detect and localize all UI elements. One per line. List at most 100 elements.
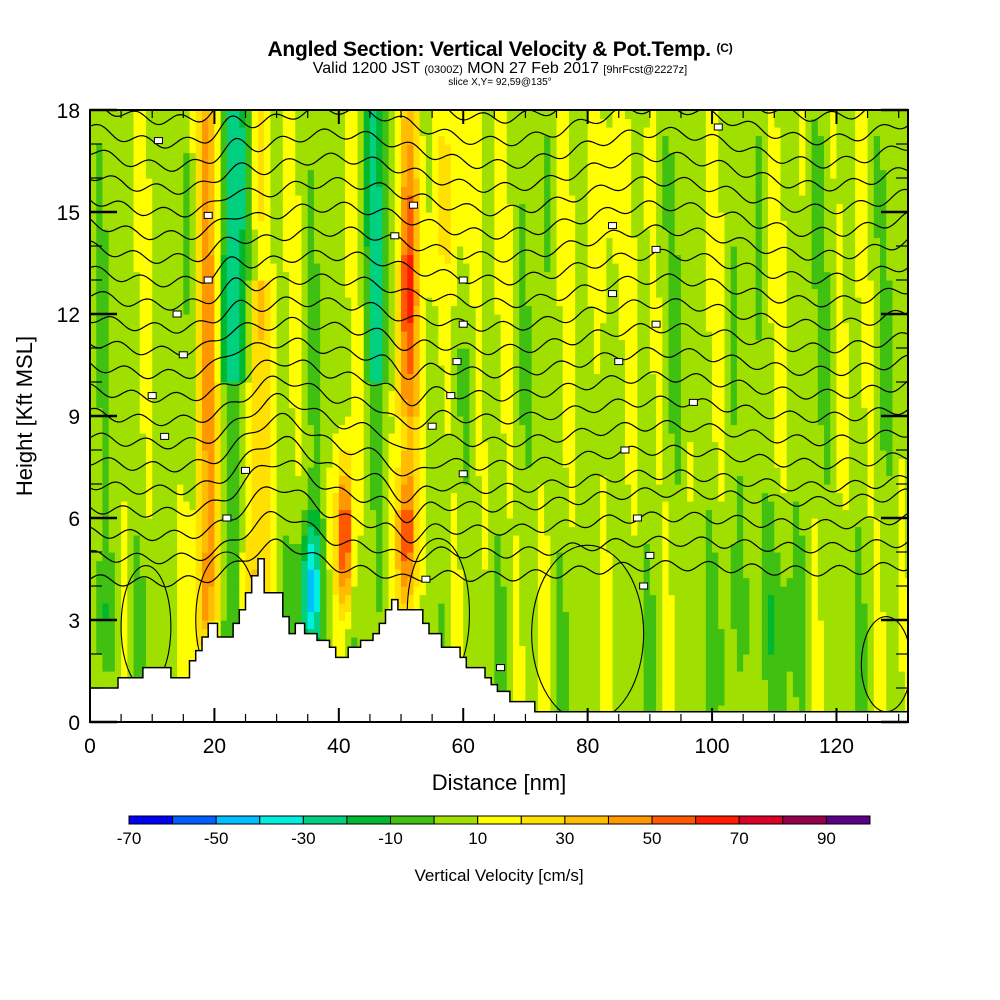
field-cell [345,118,352,128]
field-cell [457,390,464,400]
field-cell [481,390,489,400]
field-cell [506,169,514,179]
field-cell [127,229,135,239]
field-cell [245,127,253,137]
field-cell [208,169,216,179]
field-cell [276,246,284,256]
field-cell [289,169,296,179]
field-cell [239,161,247,171]
field-cell [475,552,483,562]
field-cell [313,305,321,315]
field-cell [139,637,147,647]
field-cell [450,246,458,256]
field-cell [407,127,415,137]
field-cell [127,365,135,375]
field-cell [313,416,321,426]
field-cell [376,458,383,468]
field-cell [170,518,178,528]
field-cell [432,586,439,596]
field-cell [158,399,166,409]
field-cell [201,322,209,332]
field-cell [289,407,296,417]
field-cell [413,484,421,494]
field-cell [401,297,408,307]
field-cell [345,135,352,145]
field-cell [351,535,359,545]
field-cell [233,382,240,392]
field-cell [295,611,303,621]
field-cell [270,297,278,307]
field-cell [382,467,390,477]
field-cell [307,407,315,417]
field-cell [139,433,147,443]
field-cell [295,135,303,145]
field-cell [282,433,290,443]
field-cell [177,603,184,613]
field-cell [488,399,495,409]
field-cell [425,212,433,222]
field-cell [401,305,408,315]
field-cell [481,203,489,213]
field-cell [369,220,377,230]
field-cell [195,178,203,188]
field-cell [394,118,402,128]
field-cell [425,492,433,502]
field-cell [513,603,520,613]
field-cell [388,135,396,145]
field-cell [121,203,128,213]
field-cell [245,212,253,222]
field-cell [481,195,489,205]
field-cell [488,178,495,188]
field-cell [170,356,178,366]
field-cell [270,195,278,205]
field-cell [438,501,446,511]
field-cell [363,152,371,162]
field-cell [201,280,209,290]
field-cell [345,144,352,154]
field-cell [469,645,477,655]
field-cell [195,569,203,579]
field-cell [183,637,191,647]
field-cell [164,586,172,596]
field-cell [276,220,284,230]
field-cell [114,186,122,196]
field-cell [289,620,296,630]
field-cell [201,407,209,417]
field-cell [282,475,290,485]
field-cell [108,535,116,545]
field-cell [388,331,396,341]
field-cell [469,586,477,596]
field-cell [419,382,427,392]
field-cell [481,645,489,655]
field-cell [425,169,433,179]
field-cell [127,645,135,655]
field-cell [264,186,271,196]
field-cell [289,229,296,239]
field-cell [494,203,502,213]
field-cell [513,679,520,689]
field-cell [407,399,415,409]
field-cell [388,195,396,205]
field-cell [513,654,520,664]
field-cell [376,271,383,281]
field-cell [506,679,514,689]
field-cell [270,552,278,562]
field-cell [494,458,502,468]
field-cell [233,118,240,128]
field-cell [506,331,514,341]
field-cell [513,628,520,638]
field-cell [295,373,303,383]
field-cell [289,611,296,621]
field-cell [500,263,508,273]
field-cell [208,297,216,307]
field-cell [145,331,153,341]
field-cell [320,594,327,604]
field-cell [90,450,97,460]
field-cell [382,603,390,613]
field-cell [108,356,116,366]
field-cell [450,280,458,290]
field-cell [208,144,216,154]
field-cell [158,297,166,307]
field-cell [457,450,464,460]
field-cell [506,560,514,570]
